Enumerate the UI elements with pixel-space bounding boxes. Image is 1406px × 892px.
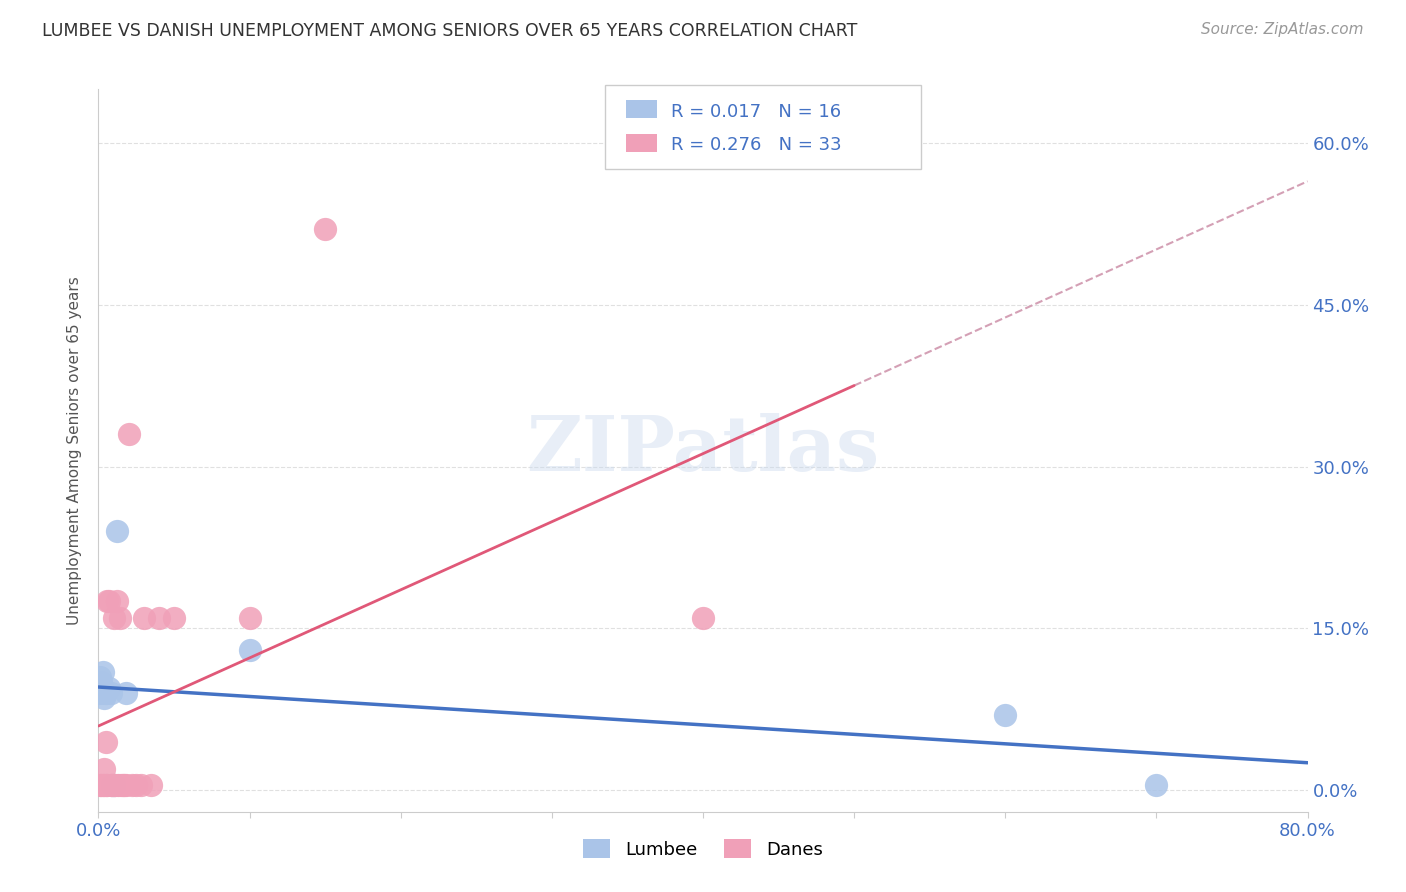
Point bbox=[98, 681, 121, 695]
Point bbox=[110, 778, 132, 792]
Point bbox=[121, 778, 143, 792]
Point bbox=[994, 707, 1017, 722]
Point bbox=[91, 778, 114, 792]
Point bbox=[91, 686, 114, 700]
Point bbox=[163, 610, 186, 624]
Point bbox=[91, 665, 114, 679]
Point bbox=[141, 778, 163, 792]
Point bbox=[100, 778, 122, 792]
Point bbox=[132, 610, 155, 624]
Point bbox=[112, 778, 135, 792]
Point bbox=[98, 594, 121, 608]
Point bbox=[103, 778, 125, 792]
Point bbox=[239, 643, 262, 657]
Point bbox=[104, 778, 127, 792]
Point bbox=[103, 778, 125, 792]
Point bbox=[1144, 778, 1167, 792]
Point bbox=[103, 610, 125, 624]
Text: LUMBEE VS DANISH UNEMPLOYMENT AMONG SENIORS OVER 65 YEARS CORRELATION CHART: LUMBEE VS DANISH UNEMPLOYMENT AMONG SENI… bbox=[42, 22, 858, 40]
Point bbox=[89, 778, 111, 792]
Point bbox=[111, 778, 134, 792]
Point bbox=[89, 670, 111, 684]
Text: R = 0.276   N = 33: R = 0.276 N = 33 bbox=[671, 136, 841, 154]
Point bbox=[129, 778, 152, 792]
Point bbox=[692, 610, 714, 624]
Point bbox=[96, 778, 118, 792]
Point bbox=[114, 778, 136, 792]
Y-axis label: Unemployment Among Seniors over 65 years: Unemployment Among Seniors over 65 years bbox=[67, 277, 83, 624]
Point bbox=[118, 427, 141, 442]
Point bbox=[89, 686, 111, 700]
Point bbox=[93, 778, 115, 792]
Point bbox=[94, 686, 117, 700]
Point bbox=[314, 222, 336, 236]
Legend: Lumbee, Danes: Lumbee, Danes bbox=[574, 830, 832, 868]
Point bbox=[125, 778, 148, 792]
Point bbox=[94, 778, 117, 792]
Point bbox=[93, 762, 115, 776]
Point bbox=[148, 610, 170, 624]
Point bbox=[93, 691, 115, 706]
Point bbox=[105, 524, 128, 539]
Point bbox=[107, 778, 129, 792]
Point bbox=[108, 610, 131, 624]
Point bbox=[105, 594, 128, 608]
Point bbox=[96, 594, 118, 608]
Point bbox=[239, 610, 262, 624]
Point bbox=[90, 778, 112, 792]
Point bbox=[114, 686, 136, 700]
Text: ZIPatlas: ZIPatlas bbox=[526, 414, 880, 487]
Point bbox=[90, 675, 112, 690]
Point bbox=[100, 686, 122, 700]
Text: Source: ZipAtlas.com: Source: ZipAtlas.com bbox=[1201, 22, 1364, 37]
Point bbox=[101, 778, 124, 792]
Text: R = 0.017   N = 16: R = 0.017 N = 16 bbox=[671, 103, 841, 120]
Point bbox=[101, 778, 124, 792]
Point bbox=[94, 734, 117, 748]
